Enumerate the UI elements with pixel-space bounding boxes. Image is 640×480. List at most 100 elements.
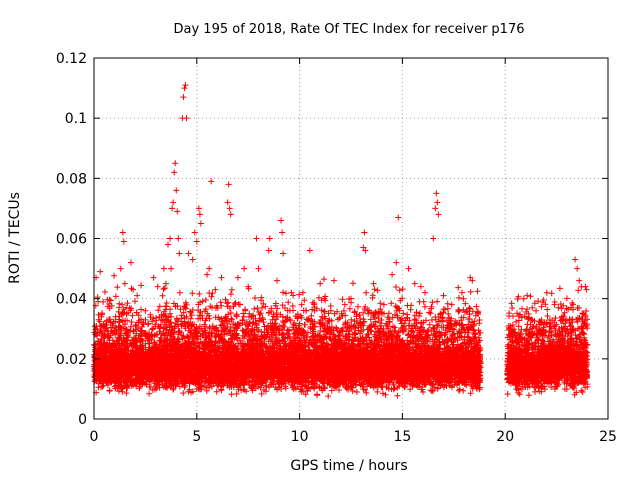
data-point <box>218 274 225 281</box>
data-point <box>169 205 176 212</box>
data-point <box>317 280 324 287</box>
data-point <box>389 271 396 278</box>
data-point <box>512 334 519 341</box>
data-point <box>576 277 583 284</box>
data-point <box>405 265 412 272</box>
data-point <box>430 235 437 242</box>
y-tick-label: 0 <box>78 412 87 428</box>
data-point <box>533 307 540 314</box>
x-tick-label: 20 <box>496 429 514 445</box>
y-axis-label: ROTI / TECUs <box>7 192 23 284</box>
x-axis-label: GPS time / hours <box>290 458 407 474</box>
y-tick-label: 0.04 <box>56 292 87 308</box>
data-point <box>183 115 190 122</box>
data-point <box>130 286 137 293</box>
data-point <box>528 316 535 323</box>
x-tick-label: 0 <box>90 429 99 445</box>
data-point <box>255 265 262 272</box>
data-point <box>417 283 424 290</box>
data-point <box>570 301 577 308</box>
scatter-band <box>91 272 591 400</box>
data-point <box>109 322 116 329</box>
data-point <box>583 286 590 293</box>
data-point <box>150 274 157 281</box>
y-tick-label: 0.12 <box>56 51 87 67</box>
data-point <box>506 325 513 332</box>
data-point <box>196 211 203 218</box>
data-point <box>170 199 177 206</box>
data-point <box>266 235 273 242</box>
data-point <box>171 169 178 176</box>
data-point <box>168 265 175 272</box>
data-point <box>154 283 161 290</box>
x-tick-label: 5 <box>192 429 201 445</box>
data-point <box>298 301 305 308</box>
x-tick-label: 15 <box>393 429 411 445</box>
data-point <box>348 295 354 302</box>
data-point <box>180 94 187 101</box>
data-point <box>175 235 182 242</box>
data-point <box>117 265 124 272</box>
x-tick-label: 25 <box>599 429 617 445</box>
data-point <box>572 256 579 263</box>
data-point <box>370 280 377 287</box>
data-point <box>185 250 192 257</box>
data-point <box>134 292 141 299</box>
data-point <box>321 295 328 302</box>
data-point <box>306 247 313 254</box>
data-point <box>162 280 169 287</box>
data-point <box>176 250 183 257</box>
data-point <box>433 190 440 197</box>
data-point <box>128 259 135 266</box>
data-point <box>551 301 558 308</box>
data-point <box>245 283 252 290</box>
data-point <box>361 229 368 236</box>
data-point <box>206 265 213 272</box>
data-point <box>278 217 285 224</box>
data-point <box>362 247 369 254</box>
data-point <box>341 301 348 308</box>
data-point <box>288 289 295 296</box>
data-point <box>434 199 441 206</box>
data-point <box>224 199 231 206</box>
y-tick-label: 0.02 <box>56 352 87 368</box>
data-point <box>182 82 189 89</box>
data-point <box>393 259 400 266</box>
data-point <box>193 238 200 245</box>
data-point <box>448 301 455 308</box>
data-point <box>227 211 234 218</box>
data-point <box>121 280 128 287</box>
data-points <box>91 82 591 400</box>
data-point <box>435 211 442 218</box>
data-point <box>181 85 188 92</box>
data-point <box>467 274 474 281</box>
data-point <box>142 307 149 314</box>
data-point <box>273 277 280 284</box>
data-point <box>459 289 466 296</box>
data-point <box>195 205 202 212</box>
data-point <box>280 250 287 257</box>
data-point <box>172 160 179 167</box>
axis-ticks: 0 5 10 15 20 25 0 0.02 0.04 0.06 0.08 0.1 0.12 <box>56 51 617 445</box>
data-point <box>165 241 172 248</box>
y-tick-label: 0.08 <box>56 171 87 187</box>
data-point <box>582 283 589 290</box>
data-point <box>119 229 126 236</box>
data-point <box>212 286 219 293</box>
data-point <box>208 178 215 185</box>
data-point <box>440 292 447 299</box>
data-point <box>225 181 232 188</box>
data-point <box>360 244 367 251</box>
data-point <box>97 268 104 275</box>
x-tick-label: 10 <box>291 429 309 445</box>
data-point <box>197 220 204 227</box>
y-tick-label: 0.1 <box>65 111 87 127</box>
data-point <box>101 331 108 338</box>
data-point <box>95 298 102 305</box>
data-point <box>411 280 418 287</box>
data-point <box>160 265 167 272</box>
data-point <box>253 235 260 242</box>
chart-title: Day 195 of 2018, Rate Of TEC Index for r… <box>174 22 525 37</box>
